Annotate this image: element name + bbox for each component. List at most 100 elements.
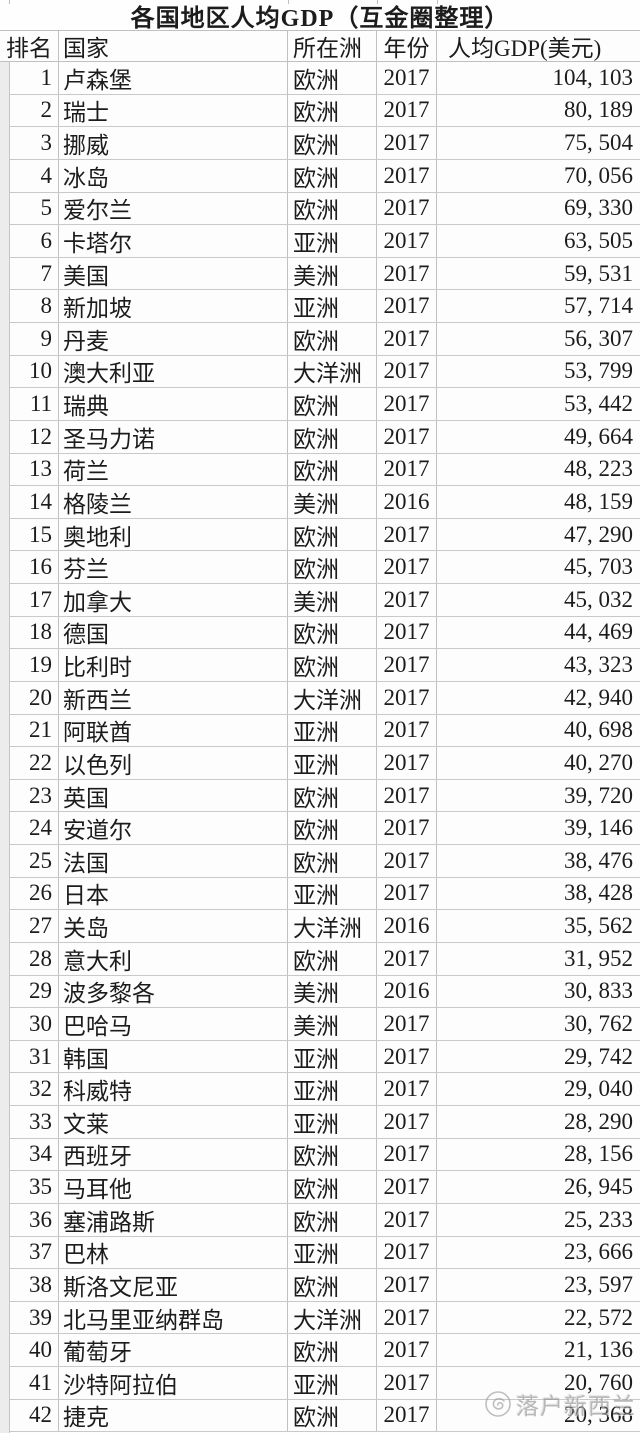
table-row: 17 加拿大 美洲 2017 45, 032 <box>0 584 640 617</box>
cell-year: 2017 <box>377 584 437 616</box>
table-row: 27 关岛 大洋洲 2016 35, 562 <box>0 910 640 943</box>
cell-gdp: 20, 760 <box>564 1369 633 1395</box>
cell-rank: 27 <box>0 910 59 942</box>
cell-country: 澳大利亚 <box>59 355 288 388</box>
cell-year: 2017 <box>377 1040 437 1073</box>
cell-continent: 欧洲 <box>288 942 377 975</box>
table-row: 23 英国 欧洲 2017 39, 720 <box>0 779 640 813</box>
cell-gdp: 59, 531 <box>564 260 633 286</box>
cell-country: 新加坡 <box>59 290 288 322</box>
cell-rank: 42 <box>0 1399 59 1432</box>
cell-gdp: 42, 940 <box>564 684 633 710</box>
cell-year: 2017 <box>377 192 437 225</box>
cell-continent: 欧洲 <box>288 845 377 877</box>
cell-country: 格陵兰 <box>59 486 288 518</box>
cell-gdp: 49, 664 <box>564 423 633 449</box>
cell-gdp: 26, 945 <box>564 1174 633 1200</box>
cell-gdp: 29, 742 <box>564 1043 633 1069</box>
table-row: 30 巴哈马 美洲 2017 30, 762 <box>0 1008 640 1041</box>
cell-country: 荷兰 <box>59 453 288 486</box>
table-row: 13 荷兰 欧洲 2017 48, 223 <box>0 453 640 487</box>
table-row: 26 日本 亚洲 2017 38, 428 <box>0 877 640 911</box>
cell-year: 2017 <box>377 877 437 910</box>
cell-rank: 37 <box>0 1236 59 1269</box>
cell-gdp: 20, 368 <box>564 1402 633 1428</box>
table-row: 16 芬兰 欧洲 2017 45, 703 <box>0 551 640 584</box>
table-row: 40 葡萄牙 欧洲 2017 21, 136 <box>0 1334 640 1367</box>
table-row: 14 格陵兰 美洲 2016 48, 159 <box>0 486 640 519</box>
cell-rank: 36 <box>0 1203 59 1236</box>
cell-continent: 亚洲 <box>288 1106 377 1138</box>
cell-continent: 欧洲 <box>288 1334 377 1366</box>
cell-continent: 亚洲 <box>288 1367 377 1399</box>
cell-year: 2017 <box>377 1367 437 1399</box>
cell-continent: 美洲 <box>288 1008 377 1040</box>
table-row: 41 沙特阿拉伯 亚洲 2017 20, 760 <box>0 1367 640 1400</box>
cell-rank: 29 <box>0 975 59 1008</box>
cell-continent: 欧洲 <box>288 518 377 551</box>
cell-continent: 欧洲 <box>288 323 377 355</box>
cell-continent: 大洋洲 <box>288 681 377 714</box>
cell-continent: 欧洲 <box>288 192 377 225</box>
cell-rank: 31 <box>0 1040 59 1073</box>
table-row: 11 瑞典 欧洲 2017 53, 442 <box>0 388 640 421</box>
cell-country: 安道尔 <box>59 812 288 844</box>
table-row: 15 奥地利 欧洲 2017 47, 290 <box>0 518 640 552</box>
cell-country: 阿联酋 <box>59 714 288 747</box>
cell-continent: 欧洲 <box>288 1399 377 1432</box>
cell-gdp: 28, 156 <box>564 1141 633 1167</box>
table-row: 19 比利时 欧洲 2017 43, 323 <box>0 649 640 682</box>
cell-gdp: 39, 146 <box>564 815 633 841</box>
cell-continent: 欧洲 <box>288 649 377 681</box>
cell-rank: 28 <box>0 942 59 975</box>
cell-rank: 22 <box>0 747 59 779</box>
cell-gdp: 80, 189 <box>564 97 633 123</box>
cell-country: 科威特 <box>59 1073 288 1105</box>
cell-year: 2017 <box>377 1301 437 1334</box>
cell-gdp: 56, 307 <box>564 325 633 351</box>
cell-continent: 欧洲 <box>288 1203 377 1236</box>
cell-year: 2017 <box>377 225 437 257</box>
cell-country: 加拿大 <box>59 584 288 616</box>
cell-rank: 23 <box>0 779 59 812</box>
table-row: 36 塞浦路斯 欧洲 2017 25, 233 <box>0 1203 640 1237</box>
cell-gdp: 53, 442 <box>564 391 633 417</box>
cell-gdp: 48, 223 <box>564 456 633 482</box>
grid-stub <box>9 0 10 4</box>
cell-country: 法国 <box>59 845 288 877</box>
cell-gdp: 45, 032 <box>564 586 633 612</box>
cell-gdp: 57, 714 <box>564 293 633 319</box>
cell-year: 2017 <box>377 355 437 388</box>
cell-gdp: 53, 799 <box>564 358 633 384</box>
cell-rank: 21 <box>0 714 59 747</box>
cell-rank: 3 <box>0 127 59 159</box>
cell-year: 2016 <box>377 975 437 1008</box>
table-row: 29 波多黎各 美洲 2016 30, 833 <box>0 975 640 1009</box>
table-row: 34 西班牙 欧洲 2017 28, 156 <box>0 1138 640 1172</box>
cell-country: 新西兰 <box>59 681 288 714</box>
cell-year: 2017 <box>377 1399 437 1432</box>
cell-gdp: 69, 330 <box>564 195 633 221</box>
cell-continent: 美洲 <box>288 486 377 518</box>
cell-country: 比利时 <box>59 649 288 681</box>
cell-country: 斯洛文尼亚 <box>59 1269 288 1301</box>
column-header-rank: 排名 <box>0 31 59 61</box>
cell-continent: 欧洲 <box>288 1269 377 1301</box>
grid-stub <box>288 0 289 4</box>
cell-continent: 亚洲 <box>288 1073 377 1105</box>
cell-continent: 亚洲 <box>288 747 377 779</box>
cell-continent: 欧洲 <box>288 453 377 486</box>
cell-year: 2017 <box>377 1269 437 1301</box>
cell-rank: 30 <box>0 1008 59 1040</box>
cell-gdp: 43, 323 <box>564 652 633 678</box>
cell-country: 英国 <box>59 779 288 812</box>
cell-rank: 33 <box>0 1106 59 1138</box>
table-row: 10 澳大利亚 大洋洲 2017 53, 799 <box>0 355 640 389</box>
cell-continent: 美洲 <box>288 584 377 616</box>
cell-rank: 2 <box>0 94 59 127</box>
cell-rank: 24 <box>0 812 59 844</box>
cell-continent: 欧洲 <box>288 388 377 420</box>
cell-country: 韩国 <box>59 1040 288 1073</box>
table-row: 6 卡塔尔 亚洲 2017 63, 505 <box>0 225 640 258</box>
